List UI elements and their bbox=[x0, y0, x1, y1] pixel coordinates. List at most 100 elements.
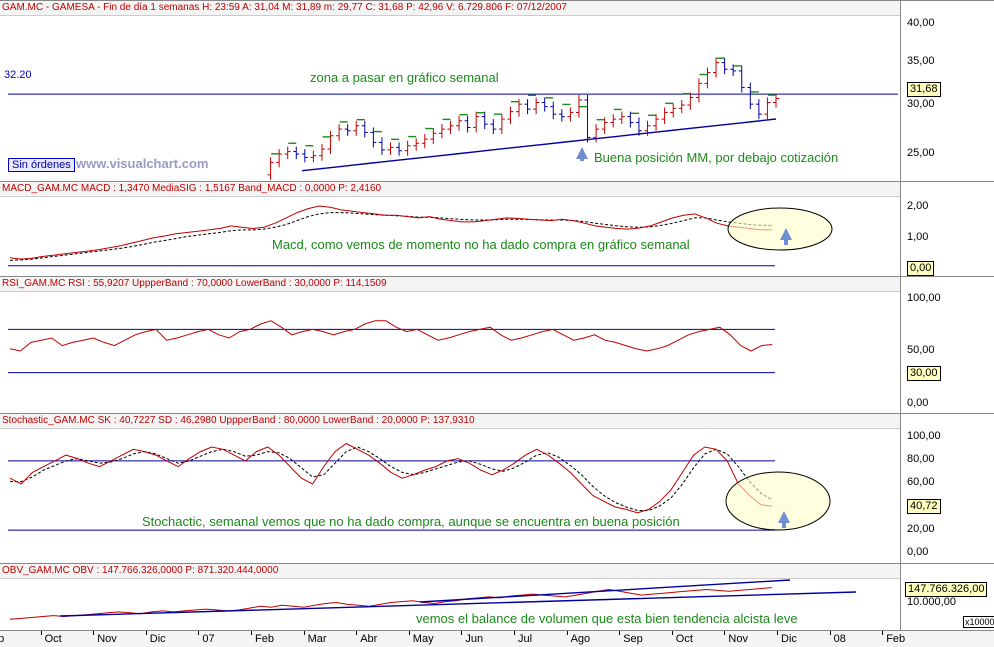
y-tick: 0,00 bbox=[907, 546, 929, 558]
macd-y-axis: 2,00 1,00 0,00 bbox=[900, 182, 994, 276]
macd-header: MACD_GAM.MC MACD : 1,3470 MediaSIG : 1,5… bbox=[0, 182, 994, 197]
x-tick-mark bbox=[93, 631, 95, 635]
highlight-ellipse bbox=[725, 471, 831, 531]
y-tick: 50,00 bbox=[907, 344, 935, 356]
y-tick: 1,00 bbox=[907, 231, 929, 243]
trend-line bbox=[59, 591, 857, 617]
x-tick-mark bbox=[514, 631, 515, 635]
annotation-stoch: Stochactic, semanal vemos que no ha dado… bbox=[142, 514, 680, 529]
x-tick-label: Mar bbox=[307, 633, 327, 645]
highlight-ellipse bbox=[727, 207, 833, 251]
up-arrow bbox=[780, 228, 792, 240]
x-tick-label: Nov bbox=[97, 633, 117, 645]
obv-plot bbox=[9, 579, 857, 620]
long-moving-average bbox=[301, 118, 777, 172]
y-tick: 80,00 bbox=[907, 453, 935, 465]
scale-label: x10000 bbox=[963, 616, 994, 628]
macd-header-text: MACD_GAM.MC MACD : 1,3470 MediaSIG : 1,5… bbox=[2, 183, 382, 194]
last-value-box: 40,72 bbox=[907, 499, 941, 514]
x-tick-label: Oct bbox=[44, 633, 62, 645]
x-tick-label: Jun bbox=[465, 633, 484, 645]
x-tick-label: 07 bbox=[202, 633, 215, 645]
stoch-header-text: Stochastic_GAM.MC SK : 40,7227 SD : 46,2… bbox=[2, 415, 475, 426]
rsi-line bbox=[9, 320, 773, 352]
y-tick: 35,00 bbox=[907, 55, 935, 67]
y-tick: 100,00 bbox=[907, 430, 941, 442]
x-tick-mark bbox=[619, 631, 621, 635]
up-arrow-stem bbox=[782, 519, 786, 528]
y-tick: 60,00 bbox=[907, 476, 935, 488]
macd-line bbox=[9, 205, 772, 260]
x-tick-mark bbox=[408, 631, 410, 635]
x-tick-mark bbox=[777, 631, 778, 635]
x-tick-mark bbox=[145, 631, 147, 635]
macd-plot bbox=[8, 205, 833, 267]
x-tick-label: Abr bbox=[360, 633, 378, 645]
x-tick-label: Nov bbox=[728, 633, 748, 645]
price-plot bbox=[8, 57, 898, 180]
x-axis: ep Oct Nov Dic 07 Feb Mar Abr May Jun Jul Ago Sep Oct… bbox=[0, 630, 994, 647]
x-tick-label: Sep bbox=[623, 633, 643, 645]
x-tick-label: ep bbox=[0, 633, 5, 645]
price-header-text: GAM.MC - GAMESA - Fin de día 1 semanas H… bbox=[2, 2, 567, 13]
up-arrow bbox=[778, 511, 790, 523]
macd-panel: MACD_GAM.MC MACD : 1,3470 MediaSIG : 1,5… bbox=[0, 181, 994, 276]
rsi-plot bbox=[8, 320, 775, 374]
x-tick-label: Feb bbox=[886, 633, 906, 645]
x-tick-label: 08 bbox=[833, 633, 846, 645]
annotation-obv: vemos el balance de volumen que esta bie… bbox=[416, 611, 798, 626]
x-tick-mark bbox=[829, 631, 831, 635]
last-value-box: 30,00 bbox=[907, 366, 941, 381]
last-value-box: 147.766.326,00 bbox=[905, 582, 988, 597]
last-value-box: 0,00 bbox=[907, 261, 935, 276]
sin-ordenes-button[interactable]: Sin órdenes bbox=[8, 158, 75, 172]
y-tick: 30,00 bbox=[907, 98, 935, 110]
up-arrow-stem bbox=[580, 151, 584, 161]
rsi-header-text: RSI_GAM.MC RSI : 55,9207 UppperBand : 70… bbox=[2, 278, 387, 289]
x-tick-label: Dic bbox=[149, 633, 166, 645]
stoch-header: Stochastic_GAM.MC SK : 40,7227 SD : 46,2… bbox=[0, 414, 994, 429]
level-label: 32.20 bbox=[4, 69, 32, 81]
obv-header: OBV_GAM.MC OBV : 147.766.326,0000 P: 871… bbox=[0, 564, 994, 579]
x-tick-mark bbox=[303, 631, 305, 635]
y-tick: 20,00 bbox=[907, 523, 935, 535]
y-tick: 0,00 bbox=[907, 397, 929, 409]
x-tick-mark bbox=[461, 631, 463, 635]
x-tick-label: May bbox=[412, 633, 434, 645]
x-tick-label: Ago bbox=[570, 633, 591, 645]
x-tick-mark bbox=[671, 631, 673, 635]
sd-line bbox=[10, 446, 773, 511]
y-tick: 2,00 bbox=[907, 200, 929, 212]
x-tick-label: Jul bbox=[518, 633, 533, 645]
stochastic-panel: Stochastic_GAM.MC SK : 40,7227 SD : 46,2… bbox=[0, 413, 994, 563]
x-tick-label: Oct bbox=[675, 633, 693, 645]
x-tick-mark bbox=[198, 631, 200, 635]
price-panel: GAM.MC - GAMESA - Fin de día 1 semanas H… bbox=[0, 0, 994, 181]
y-tick: 25,00 bbox=[907, 147, 935, 159]
price-header: GAM.MC - GAMESA - Fin de día 1 semanas H… bbox=[0, 1, 994, 16]
stoch-y-axis: 100,00 80,00 60,00 20,00 0,00 40,72 bbox=[900, 414, 994, 563]
obv-header-text: OBV_GAM.MC OBV : 147.766.326,0000 P: 871… bbox=[2, 565, 279, 576]
rsi-y-axis: 100,00 50,00 0,00 30,00 bbox=[900, 277, 994, 413]
price-y-axis: 40,00 35,00 30,00 25,00 31,68 bbox=[900, 1, 994, 181]
y-tick: 100,00 bbox=[907, 292, 941, 304]
x-tick-label: Dic bbox=[781, 633, 797, 645]
obv-panel: OBV_GAM.MC OBV : 147.766.326,0000 P: 871… bbox=[0, 563, 994, 630]
rsi-header: RSI_GAM.MC RSI : 55,9207 UppperBand : 70… bbox=[0, 277, 994, 292]
annotation-buena: Buena posición MM, por debajo cotización bbox=[594, 150, 839, 165]
last-value-box: 31,68 bbox=[907, 82, 941, 97]
up-arrow-stem bbox=[784, 236, 788, 245]
x-tick-mark bbox=[40, 631, 42, 635]
obv-y-axis: 147.766.326,00 10.000,00 x10000 bbox=[900, 564, 994, 630]
annotation-zona: zona a pasar en gráfico semanal bbox=[310, 70, 499, 85]
x-tick-mark bbox=[356, 631, 358, 635]
y-tick: 10.000,00 bbox=[907, 596, 956, 608]
sk-line bbox=[9, 442, 773, 514]
x-tick-mark bbox=[251, 631, 252, 635]
stochastic-plot bbox=[8, 442, 831, 531]
x-tick-mark bbox=[566, 631, 568, 635]
annotation-macd: Macd, como vemos de momento no ha dado c… bbox=[272, 237, 690, 252]
x-tick-mark bbox=[882, 631, 884, 635]
trend-line bbox=[419, 579, 791, 603]
watermark-site: www.visualchart.com bbox=[76, 156, 209, 171]
